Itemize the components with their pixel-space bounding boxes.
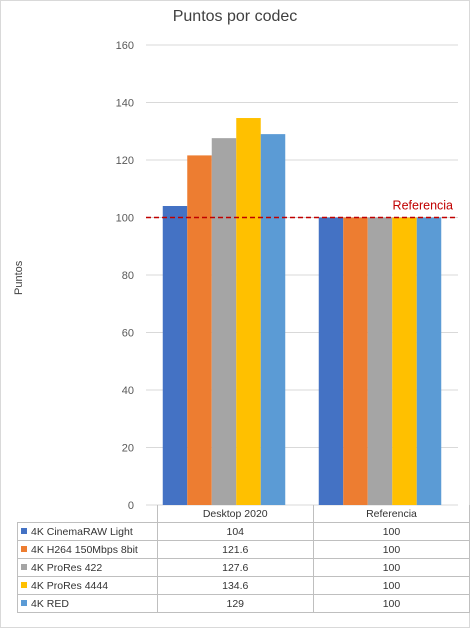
- data-label: 100: [312, 558, 470, 577]
- table-row: 4K RED 129 100: [17, 594, 470, 613]
- legend-label: 4K RED: [31, 597, 69, 610]
- legend-swatch: [21, 599, 27, 606]
- bar: [187, 155, 212, 505]
- legend-swatch: [21, 563, 27, 570]
- table-row: 4K CinemaRAW Light 104 100: [17, 522, 470, 541]
- data-label: 127.6: [156, 558, 314, 577]
- bar: [367, 217, 393, 505]
- data-table: Desktop 2020 Referencia 4K CinemaRAW Light…: [17, 505, 470, 613]
- reference-line-label: Referencia: [393, 199, 453, 213]
- table-row: 4K ProRes 422 127.6 100: [17, 558, 470, 577]
- legend-entry: 4K ProRes 422: [17, 558, 158, 577]
- data-label: 104: [156, 522, 314, 541]
- legend-swatch: [21, 545, 27, 552]
- y-tick-label: 120: [116, 155, 134, 167]
- bar: [318, 217, 344, 505]
- x-category-label: Desktop 2020: [156, 505, 314, 523]
- legend-label: 4K ProRes 422: [31, 561, 103, 574]
- bar: [211, 138, 237, 505]
- table-row: 4K ProRes 4444 134.6 100: [17, 576, 470, 595]
- y-tick-label: 80: [122, 270, 134, 282]
- table-corner: [17, 505, 158, 523]
- legend-entry: 4K ProRes 4444: [17, 576, 158, 595]
- chart-title: Puntos por codec: [172, 8, 298, 25]
- legend-swatch: [21, 581, 27, 588]
- x-category-label: Referencia: [312, 505, 470, 523]
- bar: [343, 217, 368, 505]
- legend-label: 4K ProRes 4444: [31, 579, 109, 592]
- legend-swatch: [21, 527, 27, 534]
- bar: [392, 217, 417, 505]
- data-label: 129: [156, 594, 314, 613]
- bar: [260, 134, 286, 505]
- data-label: 100: [312, 576, 470, 595]
- legend-entry: 4K CinemaRAW Light: [17, 522, 158, 541]
- bar: [416, 217, 442, 505]
- data-label: 100: [312, 522, 470, 541]
- y-tick-label: 160: [116, 40, 134, 52]
- table-header-row: Desktop 2020 Referencia: [17, 505, 470, 523]
- legend-entry: 4K RED: [17, 594, 158, 613]
- y-tick-label: 20: [122, 443, 134, 455]
- y-tick-label: 140: [116, 98, 134, 110]
- bar: [162, 206, 188, 505]
- y-tick-label: 40: [122, 385, 134, 397]
- bar: [236, 118, 261, 506]
- data-label: 134.6: [156, 576, 314, 595]
- y-tick-label: 60: [122, 328, 134, 340]
- y-tick-label: 100: [116, 213, 134, 225]
- data-label: 100: [312, 540, 470, 559]
- table-row: 4K H264 150Mbps 8bit 121.6 100: [17, 540, 470, 559]
- legend-label: 4K H264 150Mbps 8bit: [31, 543, 138, 556]
- data-label: 121.6: [156, 540, 314, 559]
- data-label: 100: [312, 594, 470, 613]
- legend-entry: 4K H264 150Mbps 8bit: [17, 540, 158, 559]
- legend-label: 4K CinemaRAW Light: [31, 525, 133, 538]
